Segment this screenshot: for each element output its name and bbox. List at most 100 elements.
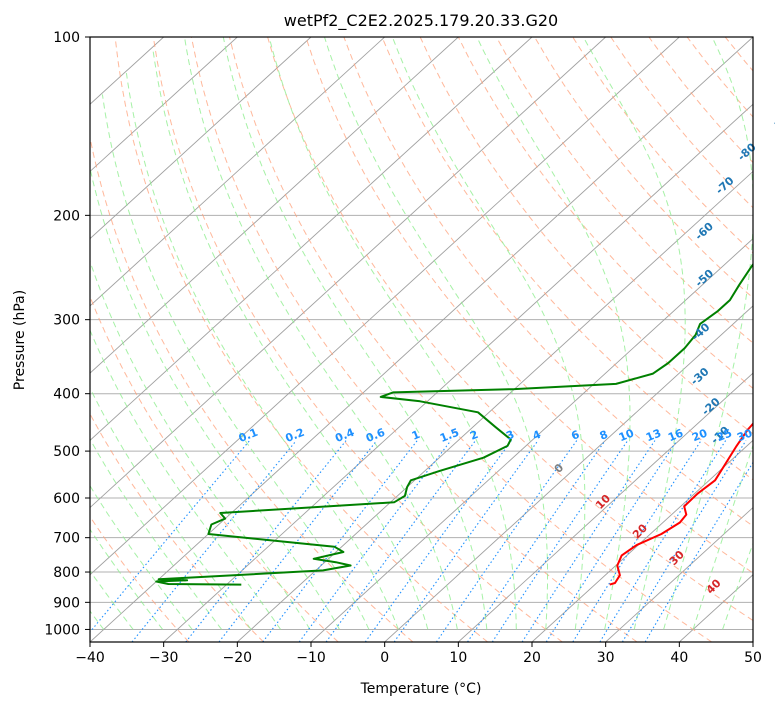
mixing-ratio-line: [644, 461, 753, 642]
mixing-ratio-label: 10: [617, 426, 636, 444]
mixing-ratio-line: [298, 440, 452, 642]
mixing-ratio-line: [521, 440, 656, 642]
dry-adiabat-label: -20: [699, 395, 723, 418]
mixing-ratio-label: 4: [531, 428, 543, 443]
y-tick-label: 500: [53, 444, 80, 460]
dry-adiabat-line: [534, 37, 753, 299]
isotherm-line: [90, 37, 753, 642]
x-tick-label: 10: [449, 650, 467, 666]
isotherm-line: [90, 37, 385, 307]
mixing-ratio-line: [325, 440, 476, 642]
axes: −40 −30 −20 −10 0 10 20 30 40 50 100 200 300 400 500 60…: [44, 30, 762, 666]
dry-adiabat-line: [267, 37, 753, 622]
x-tick-label: 30: [597, 650, 615, 666]
mixing-ratio-line: [131, 440, 297, 642]
moist-adiabat-line: [222, 37, 488, 630]
y-tick-label: 300: [53, 313, 80, 329]
moist-adiabat-line: [268, 37, 517, 630]
moist-adiabat-label: 30: [667, 548, 687, 568]
isotherm-line: [90, 37, 533, 441]
mixing-ratio-line: [621, 440, 747, 642]
temperature-trace: [609, 422, 753, 586]
y-tick-label: 100: [53, 30, 80, 46]
dry-adiabat-line: [229, 37, 712, 642]
dry-adiabat-line: [648, 37, 753, 164]
x-tick-label: 20: [523, 650, 541, 666]
moist-adiabat-line: [125, 72, 399, 630]
dry-adiabat-line: [381, 37, 753, 481]
mixing-ratio-label: 30: [735, 426, 754, 444]
x-tick-label: −20: [223, 650, 253, 666]
y-tick-label: 1000: [44, 622, 80, 638]
dry-adiabat-label: -50: [693, 267, 717, 290]
dry-adiabat-line: [90, 515, 190, 642]
isotherm-line: [90, 37, 606, 509]
mixing-ratio-label: 1.5: [438, 426, 461, 445]
y-tick-label: 900: [53, 595, 80, 611]
dry-adiabat-line: [152, 37, 563, 642]
moist-adiabat-label: 10: [593, 492, 613, 512]
mixing-ratio-line: [572, 440, 702, 642]
isotherm-line: [458, 372, 753, 642]
dry-adiabat-label: -70: [713, 174, 737, 197]
mixing-ratio-label: 3: [504, 428, 516, 443]
y-axis-label: Pressure (hPa): [12, 290, 28, 390]
dry-adiabat-line: [90, 412, 264, 642]
moist-adiabat-line: [184, 37, 458, 630]
isotherm-line: [90, 37, 459, 374]
moist-adiabat-line: [90, 528, 164, 630]
x-tick-label: −30: [149, 650, 179, 666]
x-axis-label: Temperature (°C): [360, 681, 482, 697]
mixing-ratio-line: [218, 440, 378, 642]
dry-adiabat-line: [763, 37, 775, 642]
dry-adiabat-line: [305, 37, 753, 574]
dry-adiabat-line: [419, 37, 753, 435]
background-grid: [90, 37, 775, 642]
isotherm-line: [531, 439, 753, 642]
mixing-ratio-label: 1: [410, 428, 422, 443]
y-tick-label: 800: [53, 565, 80, 581]
mixing-ratio-label: 0.1: [237, 426, 260, 445]
mixing-ratio-line: [545, 440, 678, 642]
isotherm-line: [90, 37, 238, 173]
y-tick-label: 700: [53, 531, 80, 547]
y-tick-label: 400: [53, 387, 80, 403]
moist-adiabat-label: 40: [704, 576, 724, 596]
mixing-ratio-line: [185, 440, 347, 642]
mixing-ratio-line: [393, 440, 539, 642]
dewpoint-trace: [155, 262, 753, 586]
dry-adiabat-label: -90: [770, 106, 775, 129]
chart-title: wetPf2_C2E2.2025.179.20.33.G20: [284, 11, 558, 31]
isotherm-line: [384, 305, 753, 642]
mixing-ratio-line: [467, 440, 606, 642]
moist-adiabat-line: [90, 259, 311, 630]
moist-adiabat-line: [101, 94, 370, 630]
moist-adiabat-line: [90, 387, 252, 630]
mixing-ratio-label: 25: [715, 426, 734, 444]
mixing-ratio-label: 20: [690, 426, 709, 444]
moist-adiabat-line: [722, 542, 753, 630]
dry-adiabat-line: [457, 37, 753, 389]
moist-adiabat-line: [663, 37, 753, 630]
x-tick-label: 0: [380, 650, 389, 666]
moist-adiabat-line: [324, 37, 548, 630]
mixing-ratio-label: 13: [644, 426, 663, 444]
isotherm-line: [752, 641, 753, 642]
moist-adiabat-line: [391, 37, 586, 630]
mixing-ratio-label: 0.6: [364, 426, 387, 445]
x-tick-label: 40: [670, 650, 688, 666]
sounding-series: [155, 262, 753, 586]
mixing-ratio-line: [90, 440, 251, 633]
mixing-ratio-label: 8: [598, 428, 610, 443]
mixing-ratio-label: 2: [468, 428, 480, 443]
dry-adiabat-line: [190, 37, 638, 642]
dry-adiabat-line: [495, 37, 753, 344]
dry-adiabat-label: -80: [735, 140, 759, 163]
mixing-ratio-line: [491, 440, 629, 642]
isotherm-line: [90, 37, 312, 240]
moist-adiabat-line: [476, 37, 631, 630]
line-labels: -100-90-80-70-60-50-40-30-20-100.10.20.4…: [237, 106, 775, 597]
y-tick-label: 200: [53, 208, 80, 224]
moist-adiabat-line: [692, 443, 753, 630]
